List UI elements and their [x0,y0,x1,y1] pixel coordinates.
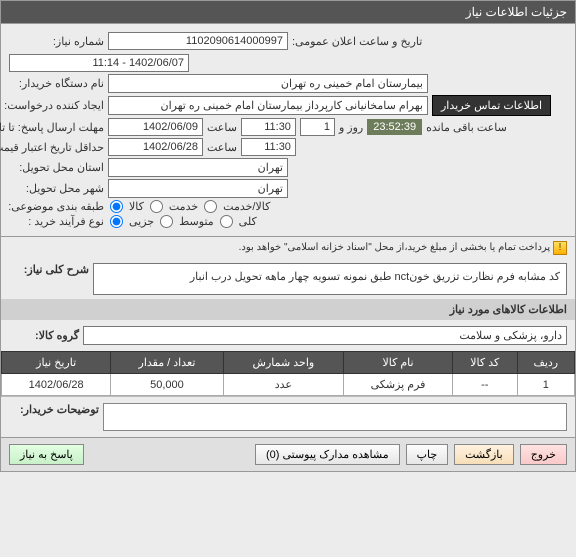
cat-both-label: کالا/خدمت [223,200,270,213]
bt-part-radio[interactable] [220,215,233,228]
time-label-1: ساعت [207,121,237,134]
attachments-button[interactable]: مشاهده مدارک پیوستی (0) [255,444,400,465]
items-table: ردیف کد کالا نام کالا واحد شمارش تعداد /… [1,351,575,396]
validity-label: حداقل تاریخ اعتبار قیمت: تا تاریخ: [9,141,104,154]
validity-time-field: 11:30 [241,138,296,156]
announce-field: 1402/06/07 - 11:14 [9,54,189,72]
deadline-time-field: 11:30 [241,118,296,136]
deadline-label: مهلت ارسال پاسخ: تا تاریخ: [9,121,104,134]
th-date: تاریخ نیاز [2,352,111,374]
th-row: ردیف [517,352,574,374]
cat-service-radio[interactable] [150,200,163,213]
category-label: طبقه بندی موضوعی: [9,200,104,213]
days-left-field: 1 [300,118,335,136]
th-code: کد کالا [452,352,517,374]
group-field: دارو، پزشکی و سلامت [83,326,567,345]
exit-button[interactable]: خروج [520,444,567,465]
countdown-badge: 23:52:39 [367,119,422,135]
remaining-label: ساعت باقی مانده [426,121,507,134]
cat-goods-radio[interactable] [110,200,123,213]
warning-icon: ! [553,241,567,255]
footer-bar: خروج بازگشت چاپ مشاهده مدارک پیوستی (0) … [1,438,575,471]
cell-date: 1402/06/28 [2,374,111,396]
need-number-field: 1102090614000997 [108,32,288,50]
delivery-city-field: تهران [108,158,288,177]
delivery-city-label: استان محل تحویل: [9,161,104,174]
contact-button[interactable]: اطلاعات تماس خریدار [432,95,551,116]
info-note-text: پرداخت تمام یا بخشی از مبلغ خرید،از محل … [239,242,551,253]
th-name: نام کالا [344,352,453,374]
deadline-date-field: 1402/06/09 [108,118,203,136]
cat-goods-label: کالا [129,200,144,213]
bt-full-label: جزیی [129,215,154,228]
table-row: 1 -- فرم پزشکی عدد 50,000 1402/06/28 [2,374,575,396]
buyer-notes-field [103,403,567,431]
cell-name: فرم پزشکی [344,374,453,396]
respond-button[interactable]: پاسخ به نیاز [9,444,84,465]
print-button[interactable]: چاپ [406,444,449,465]
validity-date-field: 1402/06/28 [108,138,203,156]
buy-type-label: نوع فرآیند خرید : [9,215,104,228]
desc-field: کد مشابه فرم نظارت تزریق خونnct طبق نمون… [93,263,567,295]
announce-label: تاریخ و ساعت اعلان عمومی: [292,35,422,48]
footer-spacer [90,444,249,465]
bt-mid-radio[interactable] [160,215,173,228]
form-section: شماره نیاز: 1102090614000997 تاریخ و ساع… [1,23,575,237]
cell-code: -- [452,374,517,396]
info-note: ! پرداخت تمام یا بخشی از مبلغ خرید،از مح… [9,241,567,255]
cell-n: 1 [517,374,574,396]
cell-unit: عدد [223,374,344,396]
time-label-2: ساعت [207,141,237,154]
th-qty: تعداد / مقدار [111,352,223,374]
desc-label: شرح کلی نیاز: [9,263,89,276]
delivery-town-field: تهران [108,179,288,198]
requester-field: بهرام سامخانیانی کارپرداز بیمارستان امام… [108,96,428,115]
buyer-notes-row: توضیحات خریدار: [1,396,575,438]
bt-part-label: کلی [239,215,257,228]
app-window: جزئیات اطلاعات نیاز شماره نیاز: 11020906… [0,0,576,472]
cat-service-label: خدمت [169,200,198,213]
cell-qty: 50,000 [111,374,223,396]
days-label: روز و [339,121,363,134]
buyer-notes-label: توضیحات خریدار: [9,403,99,416]
back-button[interactable]: بازگشت [454,444,514,465]
th-unit: واحد شمارش [223,352,344,374]
buyer-field: بیمارستان امام خمینی ره تهران [108,74,428,93]
requester-label: ایجاد کننده درخواست: [9,99,104,112]
buyer-label: نام دستگاه خریدار: [9,77,104,90]
items-section-header: اطلاعات کالاهای مورد نیاز [1,299,575,320]
desc-row: شرح کلی نیاز: کد مشابه فرم نظارت تزریق خ… [1,259,575,299]
delivery-town-label: شهر محل تحویل: [9,182,104,195]
cat-both-radio[interactable] [204,200,217,213]
title-bar: جزئیات اطلاعات نیاز [1,1,575,23]
bt-mid-label: متوسط [179,215,214,228]
bt-full-radio[interactable] [110,215,123,228]
need-number-label: شماره نیاز: [9,35,104,48]
group-label: گروه کالا: [9,329,79,342]
